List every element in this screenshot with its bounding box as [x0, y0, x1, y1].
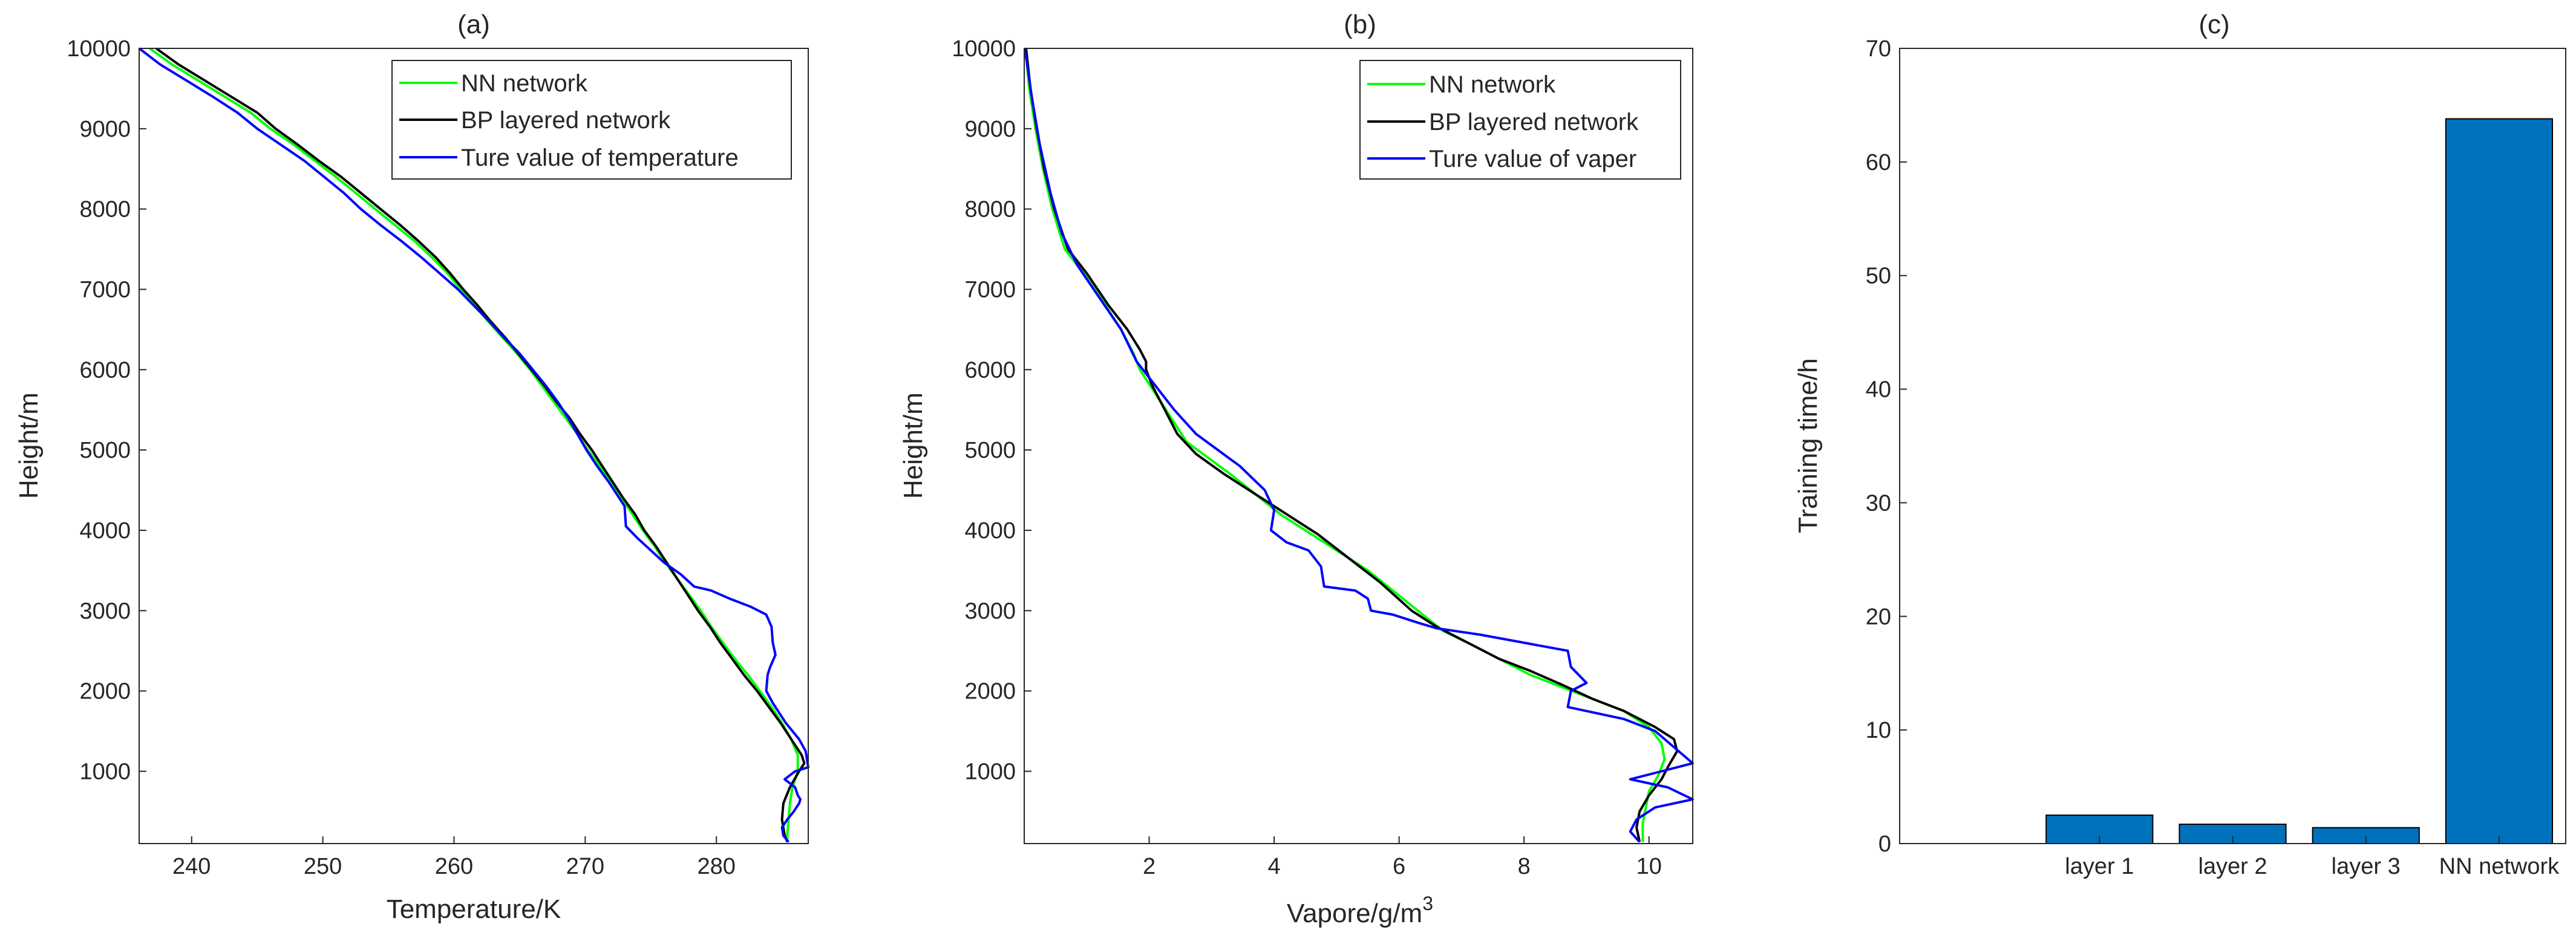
c-x-tick-label: layer 2 — [2198, 854, 2267, 879]
a-y-tick-label: 3000 — [79, 599, 131, 624]
b-y-tick-label: 4000 — [964, 518, 1016, 544]
a-y-tick-label: 5000 — [79, 438, 131, 463]
b-y-tick-label: 3000 — [964, 599, 1016, 624]
b-y-tick-label: 7000 — [964, 277, 1016, 302]
a-series-line-1 — [155, 47, 806, 843]
panel-b-legend-label-bp: BP layered network — [1429, 109, 1639, 135]
c-y-tick-label: 70 — [1866, 36, 1891, 62]
a-y-tick-label: 1000 — [79, 759, 131, 784]
c-y-tick-label: 20 — [1866, 604, 1891, 630]
b-y-tick-label: 10000 — [952, 36, 1016, 62]
a-x-tick-label: 240 — [172, 854, 211, 879]
b-y-tick-label: 2000 — [964, 679, 1016, 704]
a-x-tick-label: 280 — [697, 854, 735, 879]
a-y-tick-label: 9000 — [79, 117, 131, 142]
panel-a-legend-box — [391, 60, 792, 180]
panel-a-legend-label-nn: NN network — [461, 70, 588, 97]
b-y-tick-label: 9000 — [964, 117, 1016, 142]
b-x-tick-label: 2 — [1143, 854, 1156, 879]
panel-a-y-ticks: 1000 2000 3000 4000 5000 6000 7000 8000 9000 1000… — [67, 36, 146, 784]
b-x-tick-label: 4 — [1268, 854, 1281, 879]
panel-b-x-axis-label-text: Vapore/g/m — [1287, 899, 1422, 928]
b-y-tick-label: 6000 — [964, 357, 1016, 383]
c-y-tick-label: 0 — [1878, 831, 1891, 857]
panel-b-y-ticks: 1000 2000 3000 4000 5000 6000 7000 8000 9000 1000… — [952, 36, 1031, 784]
panel-c-y-ticks: 0 10 20 30 40 50 60 70 — [1866, 36, 1907, 857]
a-x-tick-label: 260 — [435, 854, 473, 879]
panel-b-plot-frame — [1024, 48, 1693, 844]
c-y-tick-label: 60 — [1866, 150, 1891, 175]
c-x-tick-label: NN network — [2439, 854, 2560, 879]
panel-b-vapor-profile: (b) 2 4 6 8 10 1000 2000 3000 4000 5000 6000 7000 8… — [898, 10, 1694, 928]
panel-a-legend: NN network BP layered network Ture value… — [391, 60, 792, 180]
panel-a-plot-frame — [139, 48, 809, 844]
panel-b-x-axis-label: Vapore/g/m3 — [1287, 893, 1433, 928]
panel-c-x-ticks: layer 1 layer 2 layer 3 NN network — [2065, 836, 2560, 879]
b-x-tick-label: 8 — [1518, 854, 1531, 879]
b-y-tick-label: 1000 — [964, 759, 1016, 784]
panel-b-y-axis-label: Height/m — [898, 392, 928, 499]
c-x-tick-label: layer 3 — [2332, 854, 2401, 879]
panel-a-temperature-profile: (a) 240 250 260 270 280 1000 2000 3000 4000 5000… — [14, 10, 809, 924]
b-y-tick-label: 8000 — [964, 197, 1016, 223]
panel-b-x-axis-label-superscript: 3 — [1422, 893, 1433, 914]
bar-nn-network — [2445, 118, 2553, 844]
panel-a-legend-label-true: Ture value of temperature — [461, 145, 739, 171]
panel-c-y-axis-label: Training time/h — [1793, 358, 1823, 533]
c-y-tick-label: 50 — [1866, 264, 1891, 289]
panel-a-series-lines — [138, 47, 809, 843]
panel-a-x-axis-label: Temperature/K — [387, 894, 561, 924]
panel-b-legend-label-nn: NN network — [1429, 71, 1556, 98]
panel-a-title: (a) — [457, 10, 490, 39]
c-y-tick-label: 40 — [1866, 377, 1891, 403]
panel-c-training-time: (c) layer 1 layer 2 layer 3 NN network 0 10 2… — [1793, 10, 2566, 879]
a-y-tick-label: 8000 — [79, 197, 131, 223]
a-x-tick-label: 270 — [566, 854, 604, 879]
panel-b-x-ticks: 2 4 6 8 10 — [1143, 836, 1662, 879]
panel-a-x-ticks: 240 250 260 270 280 — [172, 836, 736, 879]
a-y-tick-label: 2000 — [79, 679, 131, 704]
a-y-tick-label: 4000 — [79, 518, 131, 544]
a-series-line-2 — [138, 47, 809, 843]
c-y-tick-label: 10 — [1866, 718, 1891, 743]
panel-b-legend-label-true: Ture value of vaper — [1429, 146, 1636, 172]
panel-b-legend: NN network BP layered network Ture value… — [1359, 60, 1681, 180]
b-series-line-2 — [1024, 48, 1694, 843]
panel-b-title: (b) — [1344, 10, 1376, 39]
panel-c-bars — [2045, 118, 2553, 845]
panel-c-title: (c) — [2198, 10, 2229, 39]
c-x-tick-label: layer 1 — [2065, 854, 2134, 879]
a-x-tick-label: 250 — [304, 854, 342, 879]
c-y-tick-label: 30 — [1866, 490, 1891, 516]
a-y-tick-label: 10000 — [67, 36, 131, 62]
b-series-line-1 — [1025, 48, 1679, 842]
b-x-tick-label: 6 — [1393, 854, 1405, 879]
panel-a-y-axis-label: Height/m — [14, 392, 44, 499]
panel-a-legend-label-bp: BP layered network — [461, 107, 671, 134]
b-x-tick-label: 10 — [1636, 854, 1662, 879]
b-y-tick-label: 5000 — [964, 438, 1016, 463]
a-y-tick-label: 6000 — [79, 357, 131, 383]
a-y-tick-label: 7000 — [79, 277, 131, 302]
panel-b-series-lines — [1024, 48, 1694, 843]
